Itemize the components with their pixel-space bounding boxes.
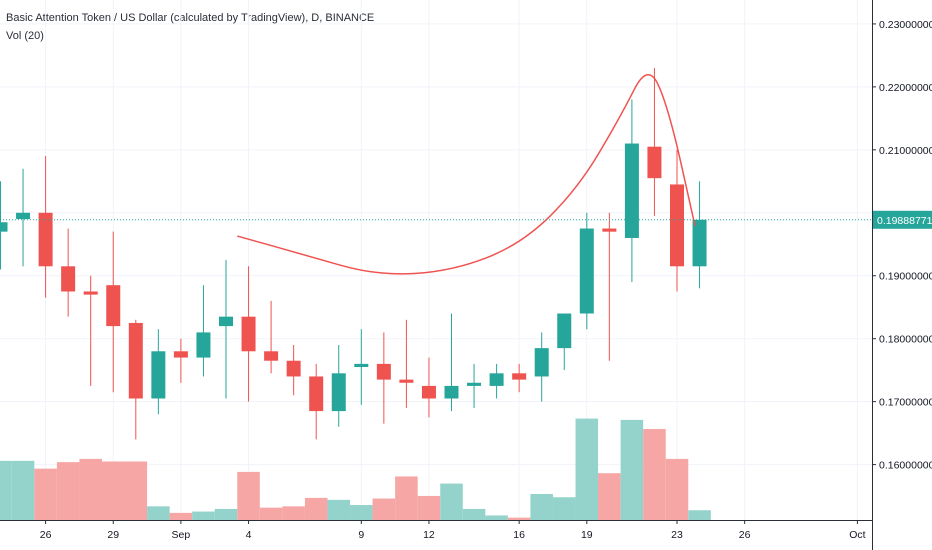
time-tick-label: 23	[671, 529, 683, 541]
candle-body	[579, 228, 594, 314]
volume-bar	[237, 471, 260, 520]
candle-body	[692, 219, 707, 267]
volume-bar	[620, 419, 644, 520]
candle-body	[196, 332, 211, 358]
volume-bar	[417, 495, 441, 520]
time-tick-label: 29	[107, 529, 119, 541]
volume-bar	[259, 507, 283, 520]
candle-body	[61, 266, 76, 292]
candle-body	[444, 385, 459, 399]
candle-body	[219, 316, 233, 327]
volume-indicator-label[interactable]: Vol (20)	[6, 30, 44, 42]
time-tick-label: 16	[513, 529, 525, 541]
time-tick-label: 19	[581, 529, 593, 541]
last-price-badge	[873, 210, 932, 229]
volume-bar	[101, 461, 125, 520]
candle-body	[512, 373, 527, 380]
volume-bars	[0, 418, 711, 520]
candle-body	[354, 363, 369, 368]
price-tick-label: 0.21000000	[879, 145, 932, 157]
volume-bar	[169, 512, 193, 520]
cup-curve-drawing	[237, 74, 696, 275]
candle-body	[399, 379, 414, 383]
candle-body	[602, 228, 617, 232]
time-tick-label: 4	[246, 529, 252, 541]
candle-body	[309, 376, 324, 412]
volume-bar	[552, 497, 576, 520]
volume-bar	[350, 505, 373, 520]
time-tick-label: Oct	[849, 529, 865, 541]
volume-bar	[598, 473, 621, 520]
volume-bar	[34, 468, 57, 520]
price-axis-bg	[872, 0, 932, 550]
time-tick-label: 12	[423, 529, 435, 541]
volume-bar	[304, 497, 328, 520]
volume-bar	[124, 461, 148, 520]
price-tick-label: 0.23000000	[879, 19, 932, 31]
volume-bar	[282, 506, 305, 520]
volume-bar	[643, 429, 666, 520]
candle-body	[0, 222, 8, 232]
volume-bar	[665, 458, 689, 520]
candle-body	[83, 291, 98, 295]
volume-bar	[395, 476, 418, 520]
volume-bar	[462, 508, 486, 520]
candles	[0, 67, 707, 440]
candle-body	[16, 212, 31, 220]
volume-bar	[327, 499, 351, 520]
candle-body	[106, 285, 121, 327]
candle-body	[624, 143, 639, 238]
price-tick-label: 0.19000000	[879, 271, 932, 283]
candle-body	[331, 373, 346, 412]
time-tick-label: 26	[739, 529, 751, 541]
volume-bar	[485, 515, 508, 520]
volume-bar	[79, 458, 102, 520]
candle-body	[376, 363, 391, 380]
grid-layer	[0, 0, 872, 520]
price-tick-label: 0.16000000	[879, 460, 932, 472]
volume-bar	[575, 418, 599, 520]
volume-bar	[192, 511, 215, 520]
candle-body	[286, 360, 301, 377]
price-tick-label: 0.22000000	[879, 82, 932, 94]
candle-body	[534, 348, 549, 377]
candle-body	[467, 382, 482, 386]
candle-body	[264, 351, 279, 361]
volume-bar	[372, 498, 396, 520]
time-tick-label: Sep	[172, 529, 191, 541]
candle-body	[670, 184, 684, 267]
annotation-layer	[237, 74, 696, 275]
price-tick-label: 0.18000000	[879, 334, 932, 346]
volume-bar	[688, 510, 711, 520]
volume-bar	[147, 506, 170, 520]
candle-body	[647, 146, 662, 179]
volume-bar	[56, 462, 80, 520]
volume-bar	[214, 508, 238, 520]
last-price-label: 0.19888771	[877, 215, 932, 227]
volume-bar	[507, 517, 531, 520]
candle-body	[489, 373, 504, 386]
candle-body	[128, 322, 143, 399]
time-tick-label: 26	[40, 529, 52, 541]
volume-bar	[11, 460, 35, 520]
candle-body	[151, 351, 166, 399]
candle-body	[173, 351, 188, 358]
candle-body	[241, 316, 256, 352]
candle-body	[38, 212, 53, 267]
price-tick-label: 0.17000000	[879, 397, 932, 409]
volume-bar	[0, 460, 12, 520]
chart-title: Basic Attention Token / US Dollar (calcu…	[6, 12, 375, 24]
time-axis-bg	[0, 520, 872, 550]
time-tick-label: 9	[358, 529, 364, 541]
volume-bar	[440, 483, 463, 520]
candle-body	[557, 313, 572, 349]
candle-body	[421, 385, 436, 399]
volume-bar	[530, 494, 553, 520]
